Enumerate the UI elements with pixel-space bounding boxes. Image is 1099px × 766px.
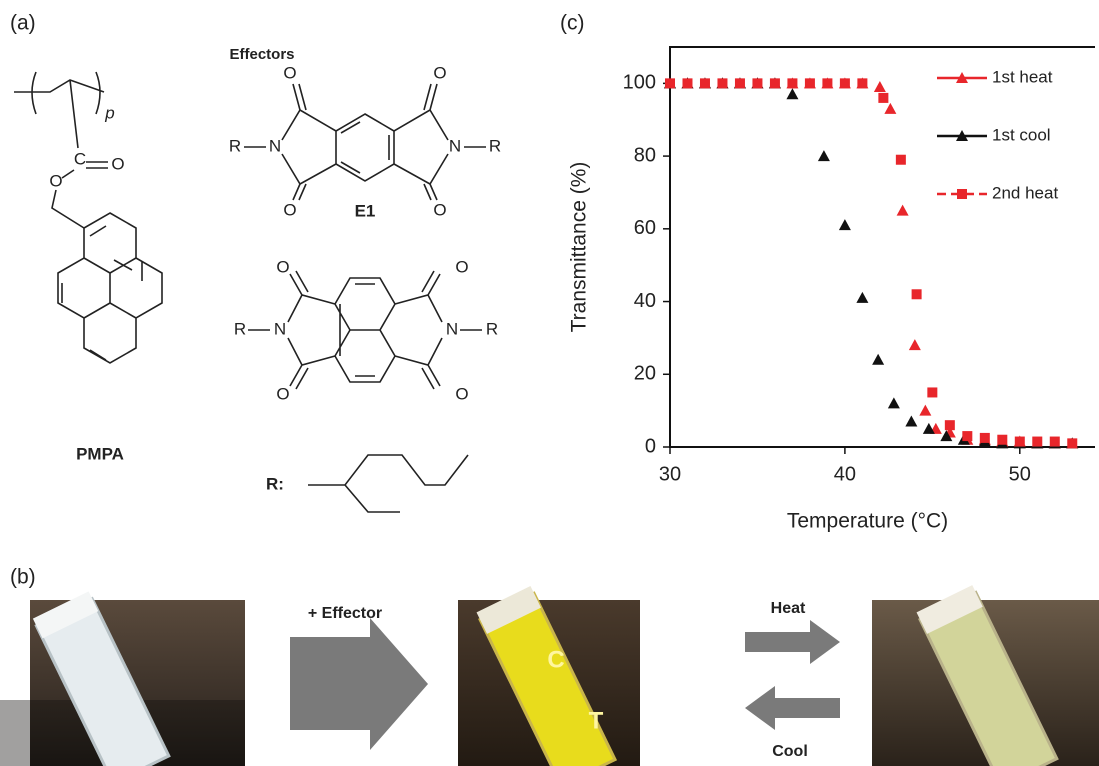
marker [905, 416, 917, 427]
y-tick-label: 0 [645, 435, 656, 457]
chart: 0 20 40 60 80 100 30 40 50 Temperature (°C) Transm… [568, 47, 1095, 533]
heading: Effectors [229, 46, 294, 63]
marker [884, 103, 896, 114]
panel-label: (a) [10, 12, 36, 35]
marker [839, 219, 851, 230]
atom-label: O [283, 200, 296, 219]
atom-label: O [283, 63, 296, 82]
y-tick-label: 60 [634, 217, 656, 239]
x-tick-label: 40 [834, 463, 856, 485]
photo: C T [458, 586, 640, 766]
arrow [745, 686, 840, 730]
step-label: + Effector [308, 605, 382, 622]
atom-label: O [433, 63, 446, 82]
marker [735, 78, 745, 88]
atom-label: O [455, 384, 468, 403]
r-group: R: [266, 455, 468, 512]
x-axis-label: Temperature (°C) [787, 510, 948, 533]
atom-label: O [276, 257, 289, 276]
marker [665, 78, 675, 88]
atom-label: O [276, 384, 289, 403]
ndi-structure: O O O O N N R R [234, 257, 498, 403]
y-tick-label: 100 [623, 72, 656, 94]
marker [1050, 437, 1060, 447]
marker [682, 78, 692, 88]
pmpa-structure: p C O O PMPA [14, 72, 162, 463]
atom-label: O [49, 171, 62, 190]
marker [912, 289, 922, 299]
e1-structure: O O O O N N R R E1 [229, 63, 501, 220]
marker [997, 435, 1007, 445]
atom-label: O [111, 154, 124, 173]
y-tick-label: 20 [634, 363, 656, 385]
marker [717, 78, 727, 88]
atom-label: O [455, 257, 468, 276]
atom-label: C [74, 149, 86, 168]
legend-label: 1st cool [992, 125, 1051, 144]
marker [878, 93, 888, 103]
atom-label: R [229, 136, 241, 155]
marker [700, 78, 710, 88]
atom-label: N [446, 319, 458, 338]
marker [909, 339, 921, 350]
marker [840, 78, 850, 88]
atom-label: R [234, 319, 246, 338]
legend-label: 2nd heat [992, 183, 1058, 202]
cuvette-label: C [547, 646, 564, 673]
marker [770, 78, 780, 88]
marker [962, 431, 972, 441]
panel-label: (b) [10, 566, 36, 589]
marker [818, 150, 830, 161]
legend-marker [957, 189, 967, 199]
figure: (a) (b) (c) p C O O PMPA Effectors O O O… [0, 0, 1099, 766]
marker [752, 78, 762, 88]
atom-label: p [104, 103, 114, 122]
y-tick-label: 80 [634, 144, 656, 166]
atom-label: R: [266, 474, 284, 493]
atom-label: R [486, 319, 498, 338]
x-tick-label: 50 [1009, 463, 1031, 485]
compound-name: E1 [355, 201, 376, 220]
x-tick-label: 30 [659, 463, 681, 485]
photo [0, 591, 245, 766]
marker [874, 81, 886, 92]
marker [896, 155, 906, 165]
y-tick-label: 40 [634, 290, 656, 312]
marker [888, 397, 900, 408]
marker [1015, 437, 1025, 447]
marker [1067, 438, 1077, 448]
marker [927, 387, 937, 397]
atom-label: R [489, 136, 501, 155]
legend-label: 1st heat [992, 67, 1053, 86]
step-label: Cool [772, 743, 808, 760]
panel-label: (c) [560, 12, 585, 35]
marker [786, 88, 798, 99]
marker [787, 78, 797, 88]
step-label: Heat [771, 600, 806, 617]
atom-label: N [449, 136, 461, 155]
marker [822, 78, 832, 88]
arrow [290, 618, 428, 750]
axis [670, 47, 1095, 447]
atom-label: N [274, 319, 286, 338]
y-axis-label: Transmittance (%) [568, 162, 591, 333]
marker [872, 354, 884, 365]
marker [980, 433, 990, 443]
atom-label: O [433, 200, 446, 219]
compound-name: PMPA [76, 444, 124, 463]
marker [805, 78, 815, 88]
arrow [745, 620, 840, 664]
legend: 1st heat 1st cool 2nd heat [937, 67, 1058, 202]
photo [872, 585, 1099, 766]
marker [857, 78, 867, 88]
marker [919, 405, 931, 416]
marker [856, 292, 868, 303]
marker [1032, 437, 1042, 447]
marker [897, 205, 909, 216]
atom-label: N [269, 136, 281, 155]
marker [945, 420, 955, 430]
cuvette-label: T [589, 707, 604, 734]
